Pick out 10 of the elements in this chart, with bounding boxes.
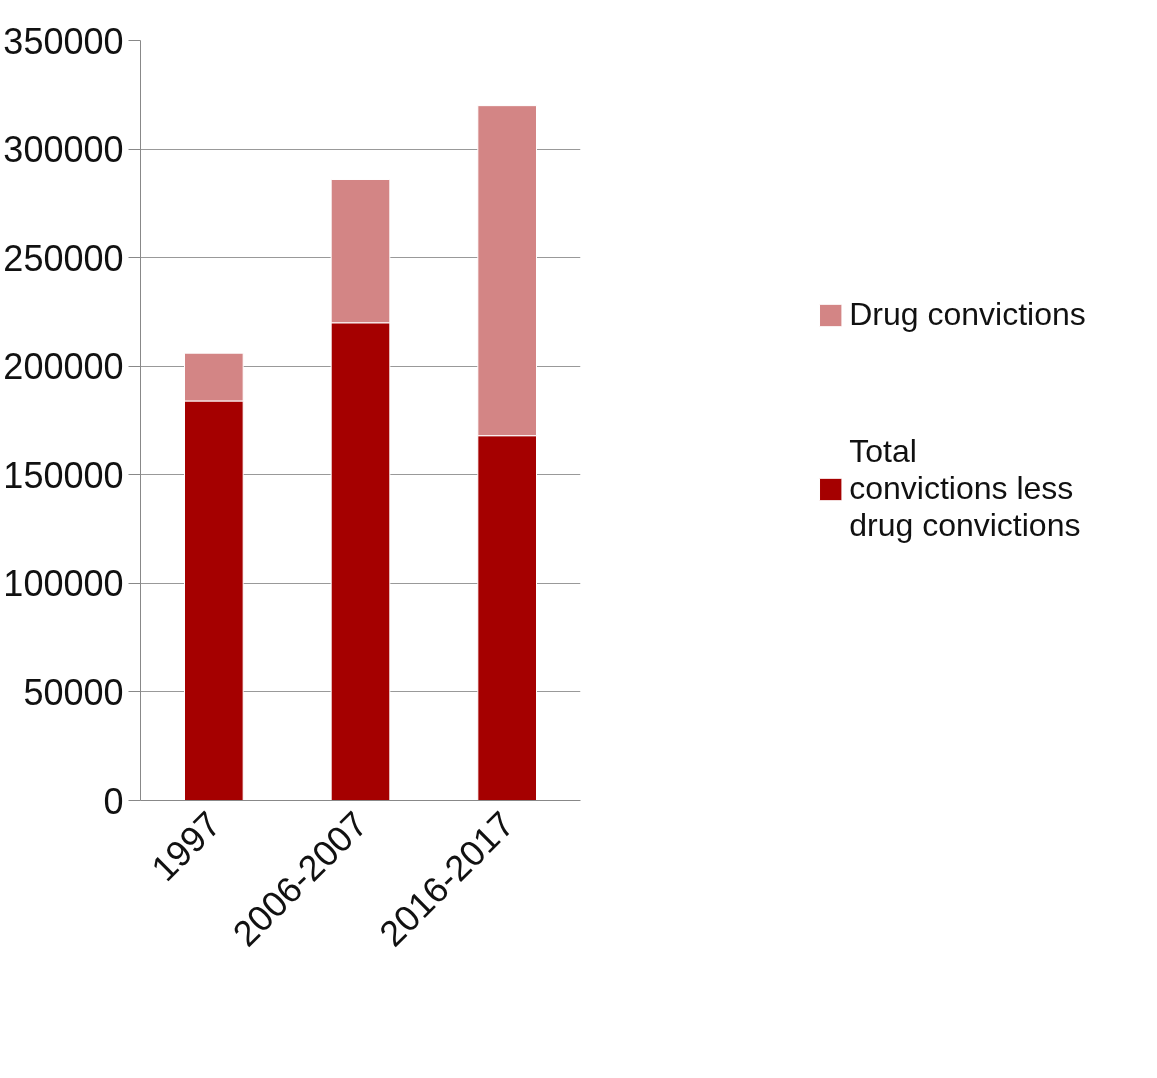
y-tick-label: 150000 [3,454,124,496]
y-tick-label: 200000 [3,346,124,388]
y-tick-label: 300000 [3,129,124,171]
y-tick-label: 350000 [3,20,124,62]
y-tick-label: 250000 [3,237,124,279]
legend-label: Total convictions less drug convictions [849,433,1081,544]
y-tick-label: 50000 [23,671,124,713]
legend-label: Drug convictions [849,296,1086,333]
y-tick-label: 100000 [3,563,124,605]
y-tick-label: 0 [103,780,124,822]
